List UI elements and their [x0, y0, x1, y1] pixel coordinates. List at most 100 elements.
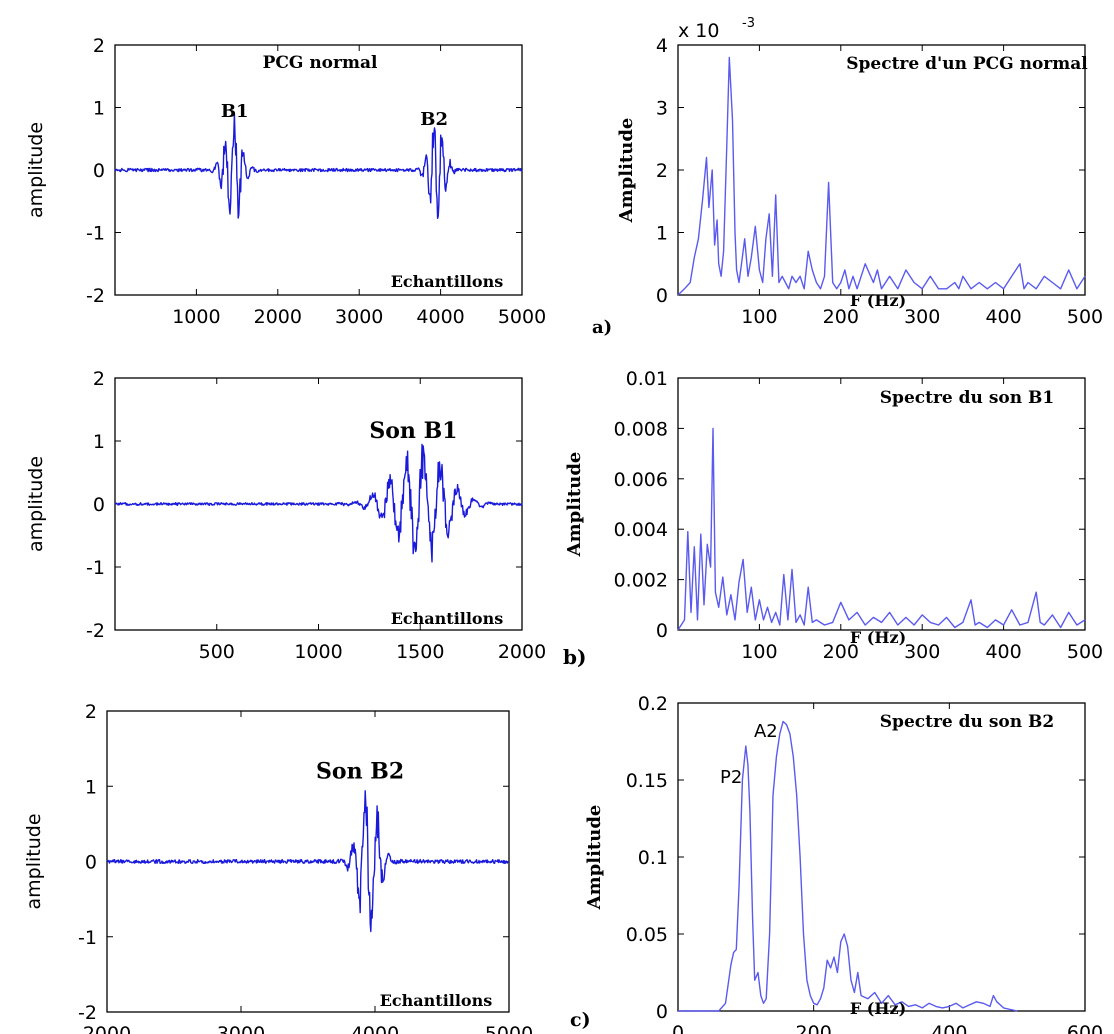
- spectre-pcg-normal-xtick-label: 100: [741, 306, 777, 328]
- son-b2-panel: -2 -1 0 1 2 2000 3000 4000 5000 amplitude Echantil…: [23, 701, 533, 1034]
- son-b1-xtick-label: 2000: [498, 641, 546, 663]
- son-b2-ytick-label: 1: [85, 776, 97, 798]
- spectre-son-b2-xtick-label: 600: [1067, 1022, 1103, 1034]
- spectre-son-b2-ytick-label: 0.05: [626, 924, 668, 946]
- spectre-son-b2-title: Spectre du son B2: [880, 712, 1054, 732]
- pcg-normal-xlabel: Echantillons: [391, 272, 504, 291]
- spectre-son-b2-xtick-label: 200: [796, 1022, 832, 1034]
- spectre-son-b1-axes-box: [677, 377, 1086, 631]
- spectre-son-b2-ytick-label: 0.1: [638, 847, 668, 869]
- spectre-son-b1-xlabel: F (Hz): [850, 628, 906, 647]
- spectre-pcg-normal-xlabel: F (Hz): [850, 291, 906, 310]
- pcg-normal-xtick-label: 1000: [172, 306, 220, 328]
- son-b2-annotation: Son B2: [316, 759, 404, 785]
- son-b2-xtick-label: 3000: [217, 1023, 265, 1034]
- spectre-son-b1-xtick-label: 200: [823, 641, 859, 663]
- spectre-pcg-normal-panel-label: a): [592, 317, 612, 338]
- spectre-son-b2-ytick-label: 0.15: [626, 770, 668, 792]
- son-b1-annotation: Son B1: [369, 418, 457, 444]
- spectre-son-b2-xtick-label: 0: [672, 1022, 684, 1034]
- pcg-normal-xtick-label: 5000: [498, 306, 546, 328]
- spectre-son-b1-xtick-label: 500: [1067, 641, 1103, 663]
- spectre-pcg-normal-ytick-label: 3: [656, 98, 668, 120]
- spectre-pcg-normal-ytick-label: 1: [656, 223, 668, 245]
- spectre-pcg-normal-ytick-label: 4: [656, 35, 668, 57]
- pcg-normal-xtick-label: 2000: [254, 306, 302, 328]
- spectre-pcg-normal-ylabel: Amplitude: [616, 118, 637, 224]
- pcg-normal-title: PCG normal: [263, 53, 378, 73]
- son-b2-ytick-label: 0: [85, 852, 97, 874]
- spectre-son-b2-ytick-label: 0.2: [638, 693, 668, 715]
- son-b1-xtick-label: 1000: [294, 641, 342, 663]
- son-b1-panel: -2 -1 0 1 2 500 1000 1500 2000 amplitude Echantill…: [25, 368, 546, 663]
- spectre-son-b1-title: Spectre du son B1: [880, 388, 1054, 408]
- son-b1-ylabel: amplitude: [25, 456, 47, 552]
- spectre-son-b1-xtick-label: 100: [741, 641, 777, 663]
- spectre-son-b2-ytick-label: 0: [656, 1001, 668, 1023]
- spectre-pcg-normal-exponent-label: x 10: [678, 20, 719, 42]
- pcg-normal-ylabel: amplitude: [25, 122, 47, 218]
- son-b1-ytick-label: -1: [86, 557, 105, 579]
- pcg-normal-ytick-label: 1: [93, 98, 105, 120]
- son-b1-ytick-label: -2: [86, 620, 105, 642]
- spectre-son-b2-xtick-label: 400: [931, 1022, 967, 1034]
- spectre-son-b1-series-line: [677, 427, 1086, 631]
- son-b2-series-line: [106, 790, 510, 933]
- spectre-son-b2-series-line: [678, 720, 1018, 1012]
- pcg-normal-ytick-label: 0: [93, 160, 105, 182]
- son-b1-ytick-label: 0: [93, 494, 105, 516]
- spectre-son-b1-ytick-label: 0: [656, 620, 668, 642]
- spectre-son-b1-ylabel: Amplitude: [564, 452, 585, 558]
- son-b2-xlabel: Echantillons: [380, 991, 493, 1010]
- son-b1-series-line: [114, 443, 523, 563]
- pcg-normal-ytick-label: -2: [86, 285, 105, 307]
- spectre-son-b2-panel-label: c): [570, 1009, 591, 1031]
- spectre-pcg-normal-xtick-label: 500: [1067, 306, 1103, 328]
- spectre-pcg-normal-axes-box: [677, 44, 1086, 296]
- spectre-son-b2-ylabel: Amplitude: [584, 805, 605, 911]
- spectre-pcg-normal-xtick-label: 400: [985, 306, 1021, 328]
- spectre-son-b2-axes-box: [677, 702, 1086, 1012]
- spectre-son-b2-xlabel: F (Hz): [850, 999, 906, 1018]
- spectre-son-b2-panel: 0 0.05 0.1 0.15 0.2 0 200 400 600 Amplitude Spectr…: [570, 693, 1103, 1034]
- spectre-son-b2-annotation: P2: [720, 767, 742, 788]
- pcg-normal-ytick-label: -1: [86, 223, 105, 245]
- spectre-son-b1-panel: 0 0.002 0.004 0.006 0.008 0.01 100 200 300 400 500…: [563, 368, 1103, 669]
- spectre-pcg-normal-series-line: [677, 56, 1086, 296]
- spectre-son-b1-panel-label: b): [563, 645, 586, 669]
- son-b1-xtick-label: 1500: [396, 641, 444, 663]
- pcg-normal-annotation: B2: [420, 109, 448, 130]
- spectre-pcg-normal-exponent: -3: [742, 16, 755, 31]
- spectre-son-b1-ytick-label: 0.004: [614, 519, 668, 541]
- pcg-normal-xtick-label: 3000: [335, 306, 383, 328]
- son-b2-xtick-label: 4000: [351, 1023, 399, 1034]
- pcg-normal-panel: -2 -1 0 1 2 1000 2000 3000 4000 5000 amplitude PCG …: [25, 35, 546, 328]
- spectre-son-b1-ytick-label: 0.002: [614, 570, 668, 592]
- spectre-son-b2-annotation: A2: [754, 721, 778, 742]
- pcg-normal-annotation: B1: [221, 101, 249, 122]
- son-b2-xtick-label: 2000: [83, 1023, 131, 1034]
- son-b2-xtick-label: 5000: [485, 1023, 533, 1034]
- spectre-pcg-normal-title: Spectre d'un PCG normal: [846, 54, 1088, 74]
- son-b2-ytick-label: -1: [78, 927, 97, 949]
- son-b1-ytick-label: 1: [93, 431, 105, 453]
- spectre-son-b1-ytick-label: 0.006: [614, 469, 668, 491]
- son-b1-xlabel: Echantillons: [391, 609, 504, 628]
- spectre-son-b1-ytick-label: 0.01: [626, 368, 668, 390]
- son-b2-ytick-label: 2: [85, 701, 97, 723]
- spectre-pcg-normal-panel: 0 1 2 3 4 100 200 300 400 500 Amplitude Spectre d'u…: [592, 16, 1103, 338]
- spectre-pcg-normal-xtick-label: 200: [823, 306, 859, 328]
- pcg-normal-series-line: [114, 113, 523, 220]
- son-b2-ylabel: amplitude: [23, 813, 45, 909]
- spectre-pcg-normal-ytick-label: 2: [656, 160, 668, 182]
- spectre-pcg-normal-ytick-label: 0: [656, 285, 668, 307]
- son-b1-xtick-label: 500: [199, 641, 235, 663]
- spectre-son-b1-xtick-label: 400: [985, 641, 1021, 663]
- spectre-son-b1-xtick-label: 300: [904, 641, 940, 663]
- spectre-pcg-normal-xtick-label: 300: [904, 306, 940, 328]
- pcg-normal-ytick-label: 2: [93, 35, 105, 57]
- spectre-son-b1-ytick-label: 0.008: [614, 418, 668, 440]
- son-b1-ytick-label: 2: [93, 368, 105, 390]
- son-b2-ytick-label: -2: [78, 1002, 97, 1024]
